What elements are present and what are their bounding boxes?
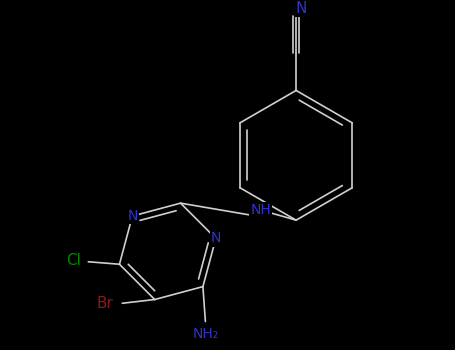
Text: N: N: [295, 1, 307, 16]
Text: Br: Br: [96, 296, 113, 311]
Text: N: N: [211, 231, 221, 245]
Text: Cl: Cl: [66, 253, 81, 268]
Text: N: N: [127, 209, 137, 223]
Text: NH: NH: [251, 203, 271, 217]
Text: NH₂: NH₂: [192, 327, 218, 341]
